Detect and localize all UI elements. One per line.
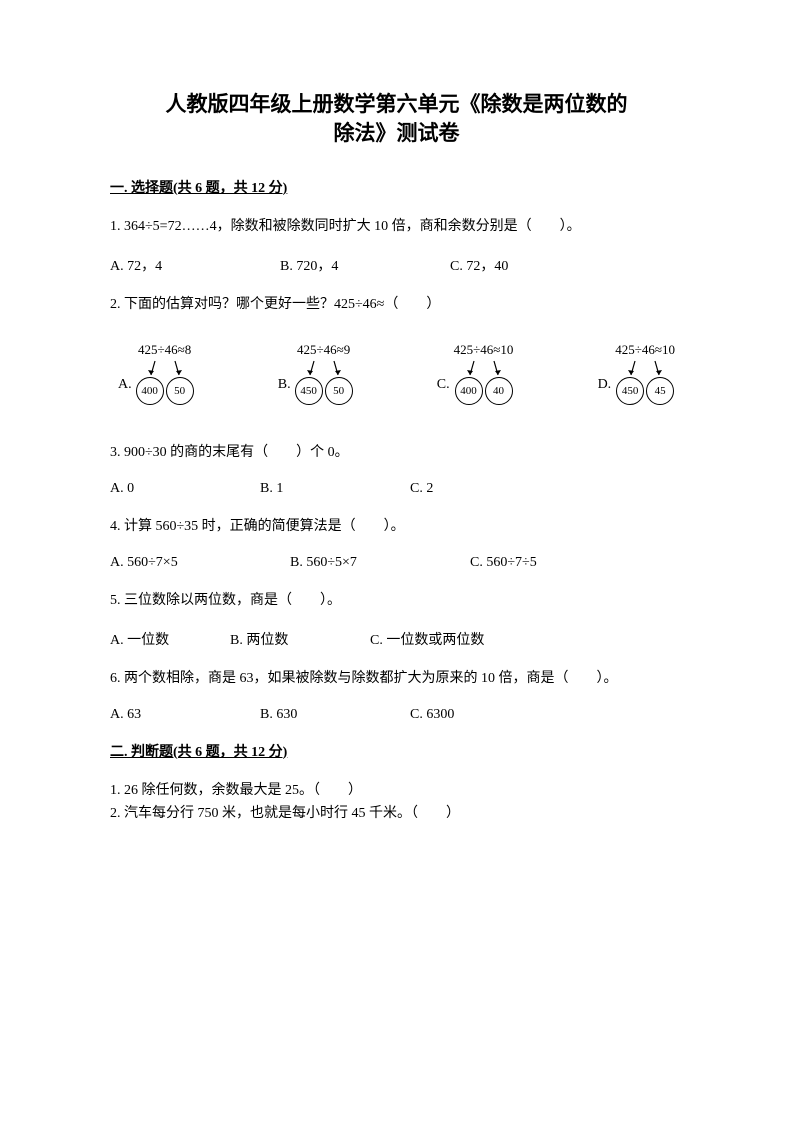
title-line-1: 人教版四年级上册数学第六单元《除数是两位数的 xyxy=(110,90,683,119)
q2-opt-d-label: D. xyxy=(598,377,612,405)
circle-c-2: 40 xyxy=(485,377,513,405)
circle-d-1: 450 xyxy=(616,377,644,405)
estimate-graphic-a: 425÷46≈8 400 50 xyxy=(136,342,194,405)
q4-opt-c: C. 560÷7÷5 xyxy=(470,555,537,571)
q1-options: A. 72，4 B. 720，4 C. 72，40 xyxy=(110,255,683,275)
circle-b-2: 50 xyxy=(325,377,353,405)
fork-icon xyxy=(617,359,673,377)
q6-options: A. 63 B. 630 C. 6300 xyxy=(110,707,683,723)
q2-opt-c-label: C. xyxy=(437,377,450,405)
q1-text: 1. 364÷5=72……4，除数和被除数同时扩大 10 倍，商和余数分别是（ … xyxy=(110,215,683,239)
title-line-2: 除法》测试卷 xyxy=(110,119,683,148)
q4-opt-a: A. 560÷7×5 xyxy=(110,555,290,571)
circles-d: 450 45 xyxy=(616,377,674,405)
q5-options: A. 一位数 B. 两位数 C. 一位数或两位数 xyxy=(110,629,683,649)
q6-opt-a: A. 63 xyxy=(110,707,260,723)
q5-text: 5. 三位数除以两位数，商是（ ）。 xyxy=(110,589,683,613)
circle-c-1: 400 xyxy=(455,377,483,405)
q3-opt-b: B. 1 xyxy=(260,481,410,497)
circle-b-1: 450 xyxy=(295,377,323,405)
section-2-header: 二. 判断题(共 6 题，共 12 分) xyxy=(110,741,683,761)
q2-opt-a-label: A. xyxy=(118,377,132,405)
expr-d: 425÷46≈10 xyxy=(615,342,675,358)
q5-opt-a: A. 一位数 xyxy=(110,629,230,649)
q1-opt-b: B. 720，4 xyxy=(280,255,450,275)
judge-q1: 1. 26 除任何数，余数最大是 25。（ ） xyxy=(110,779,683,803)
estimate-graphic-d: 425÷46≈10 450 45 xyxy=(615,342,675,405)
q2-opt-c: C. 425÷46≈10 400 40 xyxy=(437,342,514,405)
q2-opt-b-label: B. xyxy=(278,377,291,405)
page-title: 人教版四年级上册数学第六单元《除数是两位数的 除法》测试卷 xyxy=(110,90,683,149)
q2-opt-d: D. 425÷46≈10 450 45 xyxy=(598,342,675,405)
q2-diagrams: A. 425÷46≈8 400 50 B. 425÷46≈9 450 50 C. xyxy=(110,342,683,405)
q5-opt-c: C. 一位数或两位数 xyxy=(370,629,484,649)
estimate-graphic-c: 425÷46≈10 400 40 xyxy=(454,342,514,405)
section-1-header: 一. 选择题(共 6 题，共 12 分) xyxy=(110,177,683,197)
q5-opt-b: B. 两位数 xyxy=(230,629,370,649)
q6-opt-b: B. 630 xyxy=(260,707,410,723)
circles-a: 400 50 xyxy=(136,377,194,405)
fork-icon xyxy=(137,359,193,377)
fork-icon xyxy=(296,359,352,377)
q6-text: 6. 两个数相除，商是 63，如果被除数与除数都扩大为原来的 10 倍，商是（ … xyxy=(110,667,683,691)
circle-d-2: 45 xyxy=(646,377,674,405)
estimate-graphic-b: 425÷46≈9 450 50 xyxy=(295,342,353,405)
q4-text: 4. 计算 560÷35 时，正确的简便算法是（ ）。 xyxy=(110,515,683,539)
circle-a-2: 50 xyxy=(166,377,194,405)
q6-opt-c: C. 6300 xyxy=(410,707,454,723)
q3-opt-c: C. 2 xyxy=(410,481,433,497)
expr-b: 425÷46≈9 xyxy=(297,342,350,358)
q4-opt-b: B. 560÷5×7 xyxy=(290,555,470,571)
circles-b: 450 50 xyxy=(295,377,353,405)
circles-c: 400 40 xyxy=(455,377,513,405)
circle-a-1: 400 xyxy=(136,377,164,405)
q2-opt-a: A. 425÷46≈8 400 50 xyxy=(118,342,194,405)
q1-opt-a: A. 72，4 xyxy=(110,255,280,275)
q3-text: 3. 900÷30 的商的末尾有（ ）个 0。 xyxy=(110,441,683,465)
judge-q2: 2. 汽车每分行 750 米，也就是每小时行 45 千米。（ ） xyxy=(110,802,683,826)
q3-opt-a: A. 0 xyxy=(110,481,260,497)
q1-opt-c: C. 72，40 xyxy=(450,255,508,275)
expr-a: 425÷46≈8 xyxy=(138,342,191,358)
expr-c: 425÷46≈10 xyxy=(454,342,514,358)
q2-text: 2. 下面的估算对吗？哪个更好一些？425÷46≈（ ） xyxy=(110,293,683,317)
q2-opt-b: B. 425÷46≈9 450 50 xyxy=(278,342,353,405)
fork-icon xyxy=(456,359,512,377)
q4-options: A. 560÷7×5 B. 560÷5×7 C. 560÷7÷5 xyxy=(110,555,683,571)
q3-options: A. 0 B. 1 C. 2 xyxy=(110,481,683,497)
